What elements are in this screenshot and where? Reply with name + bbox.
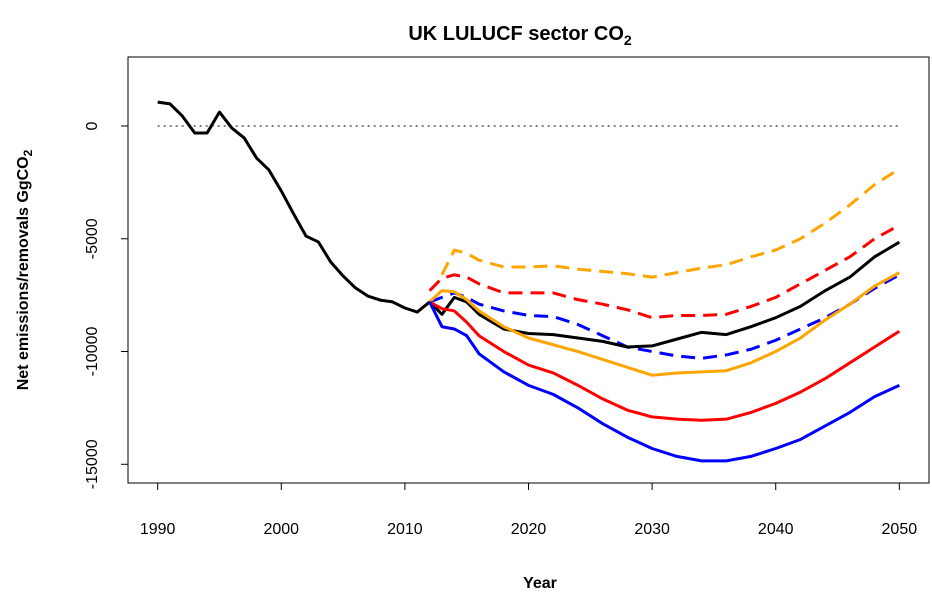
x-tick-label: 1990: [140, 521, 176, 538]
y-tick-label: -10000: [84, 327, 101, 377]
series-line: [428, 271, 901, 377]
series-line: [440, 167, 901, 279]
x-axis-label: Year: [523, 575, 557, 592]
y-label-text: Net emissions/removals GgCO: [15, 156, 32, 390]
x-tick-label: 2000: [263, 521, 299, 538]
x-tick-label: 2040: [758, 521, 794, 538]
series-line: [428, 223, 901, 320]
y-tick-label: -15000: [84, 439, 101, 489]
y-tick-label: -5000: [84, 218, 101, 259]
title-subscript: 2: [624, 32, 632, 48]
title-text: UK LULUCF sector CO: [408, 23, 624, 45]
y-axis-label: Net emissions/removals GgCO2: [15, 149, 35, 390]
series-line: [428, 301, 900, 463]
series-line: [429, 273, 901, 360]
y-label-subscript: 2: [21, 149, 35, 156]
series-line: [428, 240, 901, 349]
x-tick-label: 2050: [882, 521, 918, 538]
chart-title: UK LULUCF sector CO2: [408, 23, 632, 48]
series-line: [157, 100, 431, 314]
x-tick-label: 2020: [511, 521, 547, 538]
series-line: [428, 300, 901, 422]
x-tick-label: 2030: [634, 521, 670, 538]
x-tick-label: 2010: [387, 521, 423, 538]
y-tick-label: 0: [84, 121, 101, 130]
plot-box: [127, 56, 930, 484]
